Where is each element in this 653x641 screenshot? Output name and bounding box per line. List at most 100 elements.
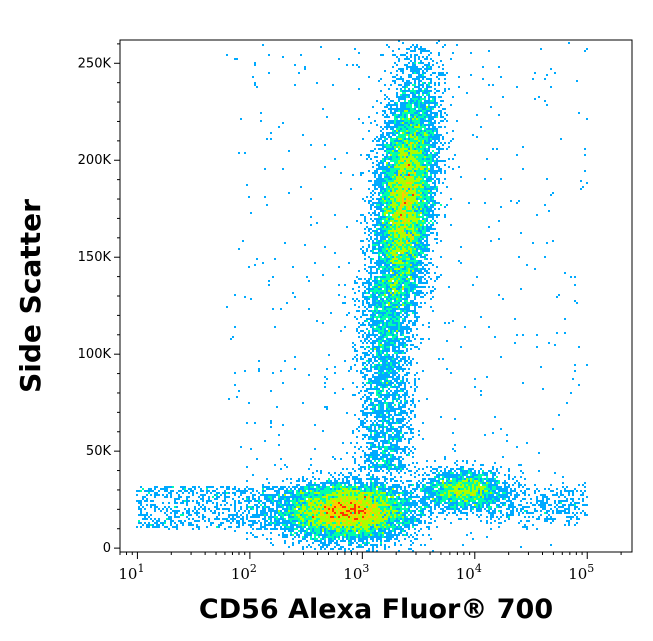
- density-point: [388, 442, 390, 444]
- density-point: [414, 72, 416, 74]
- density-point: [428, 142, 430, 144]
- density-point: [410, 404, 412, 406]
- density-point: [414, 238, 416, 240]
- density-point: [404, 392, 406, 394]
- density-point: [404, 304, 406, 306]
- density-point: [366, 414, 368, 416]
- density-point: [436, 202, 438, 204]
- density-point: [406, 254, 408, 256]
- density-point: [382, 232, 384, 234]
- density-point: [444, 456, 446, 458]
- density-point: [388, 308, 390, 310]
- density-point: [390, 418, 392, 420]
- density-point: [400, 402, 402, 404]
- density-point: [368, 286, 370, 288]
- density-point: [416, 162, 418, 164]
- density-point: [390, 208, 392, 210]
- density-point: [422, 194, 424, 196]
- density-point: [400, 144, 402, 146]
- density-point: [386, 116, 388, 118]
- density-point: [368, 212, 370, 214]
- density-point: [410, 134, 412, 136]
- density-point: [432, 100, 434, 102]
- density-point: [244, 152, 246, 154]
- density-point: [380, 224, 382, 226]
- density-point: [384, 252, 386, 254]
- density-point: [416, 212, 418, 214]
- density-point: [390, 218, 392, 220]
- density-point: [402, 252, 404, 254]
- density-point: [390, 104, 392, 106]
- density-point: [394, 214, 396, 216]
- density-point: [352, 298, 354, 300]
- density-point: [402, 154, 404, 156]
- density-point: [410, 220, 412, 222]
- density-point: [380, 358, 382, 360]
- density-point: [384, 268, 386, 270]
- density-point: [386, 370, 388, 372]
- density-point: [372, 438, 374, 440]
- density-point: [368, 324, 370, 326]
- density-point: [400, 78, 402, 80]
- density-point: [386, 376, 388, 378]
- density-point: [404, 384, 406, 386]
- density-point: [358, 418, 360, 420]
- density-point: [376, 240, 378, 242]
- density-point: [308, 280, 310, 282]
- density-point: [396, 414, 398, 416]
- density-point: [394, 328, 396, 330]
- density-point: [370, 150, 372, 152]
- density-point: [370, 290, 372, 292]
- density-point: [514, 342, 516, 344]
- density-point: [380, 464, 382, 466]
- density-point: [398, 438, 400, 440]
- density-point: [418, 58, 420, 60]
- density-point: [374, 400, 376, 402]
- density-point: [434, 146, 436, 148]
- density-point: [390, 202, 392, 204]
- density-point: [388, 320, 390, 322]
- density-point: [384, 242, 386, 244]
- density-point: [382, 334, 384, 336]
- density-point: [372, 350, 374, 352]
- density-point: [390, 460, 392, 462]
- density-point: [428, 114, 430, 116]
- density-point: [374, 176, 376, 178]
- density-point: [378, 246, 380, 248]
- density-point: [438, 90, 440, 92]
- density-point: [402, 206, 404, 208]
- density-point: [376, 334, 378, 336]
- density-point: [386, 394, 388, 396]
- density-point: [408, 192, 410, 194]
- density-point: [338, 294, 340, 296]
- density-point: [374, 306, 376, 308]
- density-point: [384, 250, 386, 252]
- density-point: [442, 92, 444, 94]
- density-point: [416, 230, 418, 232]
- density-point: [346, 226, 348, 228]
- density-point: [406, 118, 408, 120]
- density-point: [384, 350, 386, 352]
- density-point: [418, 184, 420, 186]
- density-point: [382, 258, 384, 260]
- density-point: [422, 196, 424, 198]
- density-point: [364, 376, 366, 378]
- density-point: [436, 116, 438, 118]
- density-point: [372, 430, 374, 432]
- density-point: [400, 432, 402, 434]
- density-point: [400, 224, 402, 226]
- density-point: [384, 452, 386, 454]
- density-point: [366, 460, 368, 462]
- density-point: [380, 320, 382, 322]
- density-point: [402, 164, 404, 166]
- density-point: [430, 196, 432, 198]
- density-point: [424, 240, 426, 242]
- density-point: [430, 80, 432, 82]
- density-point: [396, 366, 398, 368]
- density-point: [388, 246, 390, 248]
- density-point: [410, 320, 412, 322]
- density-point: [390, 164, 392, 166]
- density-point: [370, 432, 372, 434]
- density-point: [394, 234, 396, 236]
- density-point: [384, 158, 386, 160]
